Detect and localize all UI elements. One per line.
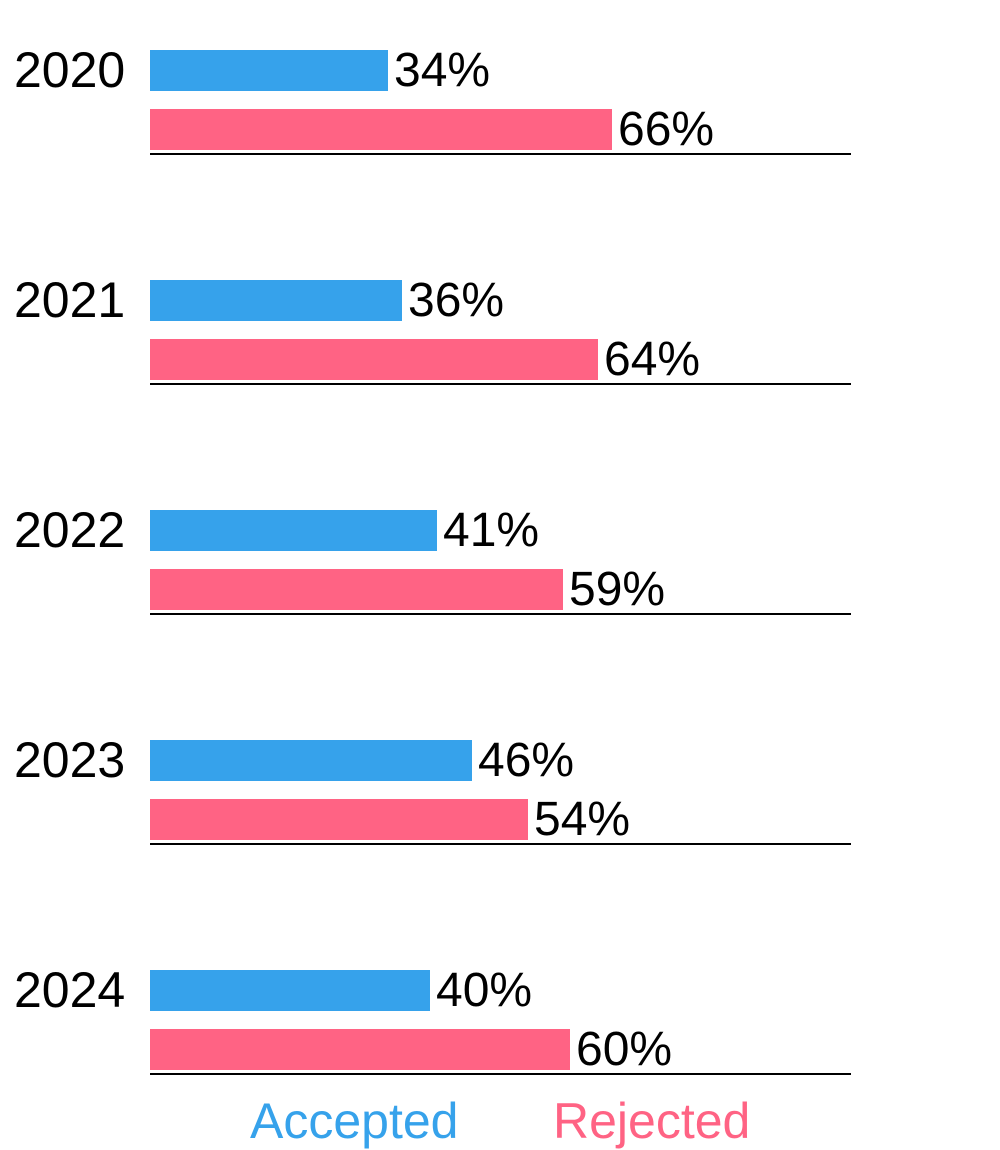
accepted-bar-row: 34% (150, 44, 490, 97)
rejected-value-label: 60% (576, 1023, 673, 1076)
rejected-bar (150, 339, 598, 380)
axis-baseline (150, 153, 851, 155)
rejected-bar (150, 569, 563, 610)
chart-legend: Accepted Rejected (0, 1092, 1000, 1150)
rejected-value-label: 59% (569, 563, 666, 616)
accepted-bar-row: 41% (150, 504, 539, 557)
year-label: 2023 (14, 732, 126, 788)
chart-row-2020: 2020 34% 66% (0, 42, 1000, 160)
axis-baseline (150, 613, 851, 615)
axis-baseline (150, 843, 851, 845)
legend-item-accepted[interactable]: Accepted (250, 1093, 459, 1149)
rejected-bar-row: 54% (150, 793, 630, 846)
rejected-value-label: 64% (604, 333, 701, 386)
accepted-bar (150, 510, 437, 551)
accepted-value-label: 41% (443, 504, 540, 557)
accepted-bar (150, 740, 472, 781)
rejected-bar (150, 1029, 570, 1070)
year-label: 2022 (14, 502, 126, 558)
accepted-value-label: 40% (436, 964, 533, 1017)
rejected-bar (150, 799, 528, 840)
year-label: 2020 (14, 42, 126, 98)
accepted-value-label: 36% (408, 274, 505, 327)
accepted-bar (150, 50, 388, 91)
chart-row-2021: 2021 36% 64% (0, 272, 1000, 390)
accepted-value-label: 34% (394, 44, 491, 97)
rejected-value-label: 66% (618, 103, 715, 156)
chart-row-2023: 2023 46% 54% (0, 732, 1000, 850)
axis-baseline (150, 1073, 851, 1075)
chart-row-2022: 2022 41% 59% (0, 502, 1000, 620)
rejected-bar-row: 64% (150, 333, 700, 386)
year-label: 2021 (14, 272, 126, 328)
rejected-value-label: 54% (534, 793, 631, 846)
accepted-bar-row: 36% (150, 274, 504, 327)
axis-baseline (150, 383, 851, 385)
accepted-bar-row: 40% (150, 964, 532, 1017)
year-label: 2024 (14, 962, 126, 1018)
rejected-bar-row: 59% (150, 563, 665, 616)
accepted-value-label: 46% (478, 734, 575, 787)
accepted-bar (150, 280, 402, 321)
chart-row-2024: 2024 40% 60% (0, 962, 1000, 1080)
legend-item-rejected[interactable]: Rejected (553, 1093, 751, 1149)
rejected-bar-row: 60% (150, 1023, 672, 1076)
accepted-bar (150, 970, 430, 1011)
rejected-bar-row: 66% (150, 103, 714, 156)
accepted-bar-row: 46% (150, 734, 574, 787)
rejected-bar (150, 109, 612, 150)
